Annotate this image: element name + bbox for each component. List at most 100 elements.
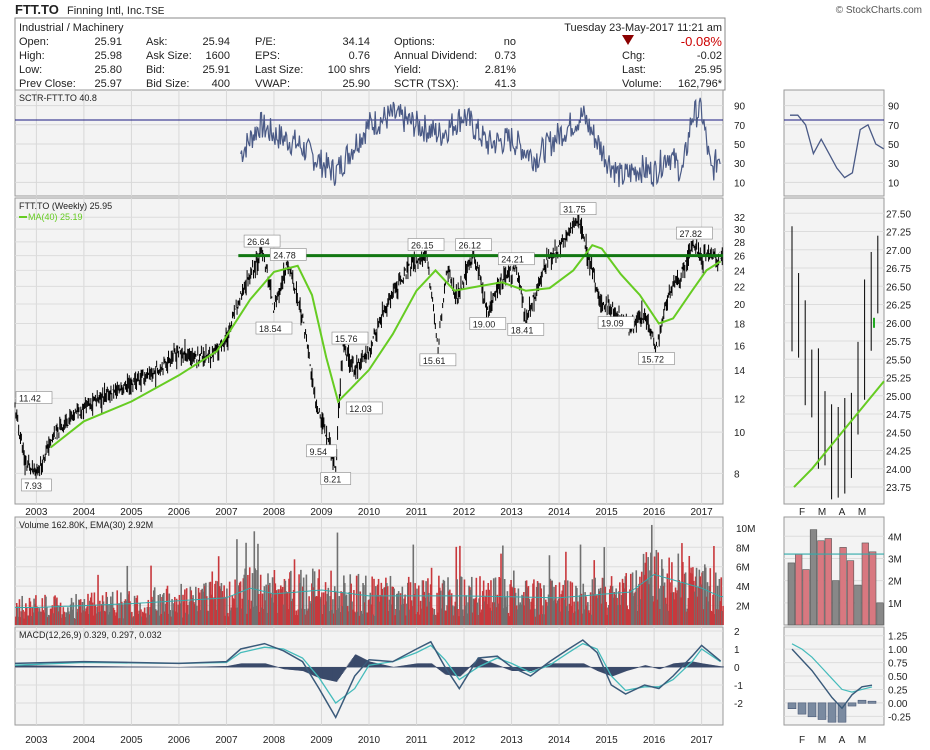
zoom-sctr-tick: 10 xyxy=(888,178,900,189)
macd-hist-bar xyxy=(327,667,330,681)
volume-bar xyxy=(363,585,365,625)
macd-hist-bar xyxy=(598,667,601,672)
macd-hist-bar xyxy=(123,666,126,668)
volume-bar xyxy=(26,615,29,625)
volume-bar xyxy=(592,593,595,625)
volume-bar xyxy=(279,585,282,625)
macd-hist-bar xyxy=(576,663,578,668)
macd-hist-bar xyxy=(295,667,298,671)
volume-bar xyxy=(17,616,20,625)
ma-label: MA(40) 25.19 xyxy=(28,212,83,222)
volume-bar xyxy=(210,594,213,625)
volume-bar xyxy=(178,594,181,625)
macd-hist-bar xyxy=(118,666,120,668)
zoom-macd-tick: 0.00 xyxy=(888,699,908,710)
zoom-sctr-tick: 90 xyxy=(888,102,900,113)
volume-bar xyxy=(283,578,286,625)
macd-hist-bar xyxy=(248,663,251,668)
macd-hist-bar xyxy=(212,666,214,668)
volume-bar xyxy=(476,602,479,625)
volume-bar xyxy=(683,573,686,625)
volume-bar xyxy=(110,596,112,625)
macd-hist-bar xyxy=(352,658,354,668)
annotation-box xyxy=(507,323,545,336)
annotation-box xyxy=(269,248,307,261)
macd-hist-bar xyxy=(263,663,266,668)
macd-hist-bar xyxy=(157,666,160,668)
macd-hist-bar xyxy=(301,667,303,671)
volume-bar xyxy=(707,601,710,625)
volume-bar xyxy=(542,605,544,625)
macd-hist-bar xyxy=(719,666,722,668)
macd-hist-bar xyxy=(342,667,344,673)
volume-bar xyxy=(555,584,557,625)
macd-hist-bar xyxy=(308,667,310,674)
macd-hist-bar xyxy=(697,662,700,668)
macd-hist-bar xyxy=(572,663,575,668)
macd-hist-bar xyxy=(412,664,415,668)
macd-hist-bar xyxy=(693,661,695,668)
volume-bar xyxy=(59,602,62,625)
volume-bar xyxy=(103,610,106,625)
volume-bar xyxy=(186,605,189,625)
annotation-label: 31.75 xyxy=(563,205,586,215)
macd-hist-bar xyxy=(593,667,596,670)
zoom-macd-hist-bar xyxy=(827,702,837,723)
year-label: 2006 xyxy=(168,507,191,518)
macd-hist-bar xyxy=(667,665,670,668)
volume-bar xyxy=(680,597,682,625)
macd-hist-bar xyxy=(611,667,614,677)
volume-bar xyxy=(631,572,634,625)
macd-hist-bar xyxy=(69,665,72,668)
volume-bar xyxy=(31,606,34,625)
macd-hist-bar xyxy=(58,665,61,668)
volume-bar xyxy=(54,595,56,625)
macd-hist-bar xyxy=(624,667,627,672)
year-label: 2003 xyxy=(25,507,48,518)
volume-bar xyxy=(92,615,95,625)
volume-bar xyxy=(649,570,651,625)
datetime: Tuesday 23-May-2017 11:21 am xyxy=(564,22,722,34)
macd-hist-bar xyxy=(644,665,647,668)
volume-bar xyxy=(341,606,343,625)
macd-hist-bar xyxy=(612,667,615,676)
macd-hist-bar xyxy=(196,666,199,668)
volume-bar xyxy=(477,614,479,625)
macd-hist-bar xyxy=(195,666,198,668)
volume-bar xyxy=(449,589,451,625)
volume-bar xyxy=(354,612,357,625)
year-label: 2004 xyxy=(73,507,96,518)
volume-bar xyxy=(534,608,536,625)
volume-bar xyxy=(608,605,610,625)
volume-bar xyxy=(472,598,475,625)
volume-bar xyxy=(144,613,147,625)
volume-tick-label: 10M xyxy=(736,524,755,535)
macd-hist-bar xyxy=(201,666,204,668)
macd-hist-bar xyxy=(120,666,123,668)
zoom-macd-line xyxy=(791,648,873,710)
volume-bar xyxy=(407,576,410,625)
volume-bar xyxy=(60,617,63,625)
price-tick-label: 26 xyxy=(734,252,746,263)
macd-hist-bar xyxy=(613,667,616,676)
macd-hist-bar xyxy=(528,667,531,671)
volume-bar xyxy=(503,579,506,625)
volume-bar xyxy=(687,598,690,625)
volume-bar xyxy=(78,600,81,625)
volume-bar xyxy=(513,587,516,625)
annotation-box xyxy=(345,401,383,415)
volume-bar xyxy=(19,617,22,625)
volume-bar xyxy=(287,609,289,625)
volume-bar xyxy=(113,609,116,625)
volume-bar xyxy=(231,595,234,625)
annotation-label: 9.54 xyxy=(309,447,327,457)
volume-bar xyxy=(513,570,515,625)
macd-hist-bar xyxy=(252,663,255,668)
macd-hist-bar xyxy=(335,667,338,682)
price-annotation: 9.54 xyxy=(306,444,337,458)
volume-bar xyxy=(459,545,461,625)
macd-hist-bar xyxy=(101,666,104,668)
macd-hist-bar xyxy=(654,667,657,669)
macd-hist-bar xyxy=(438,667,441,671)
volume-bar xyxy=(131,617,134,625)
